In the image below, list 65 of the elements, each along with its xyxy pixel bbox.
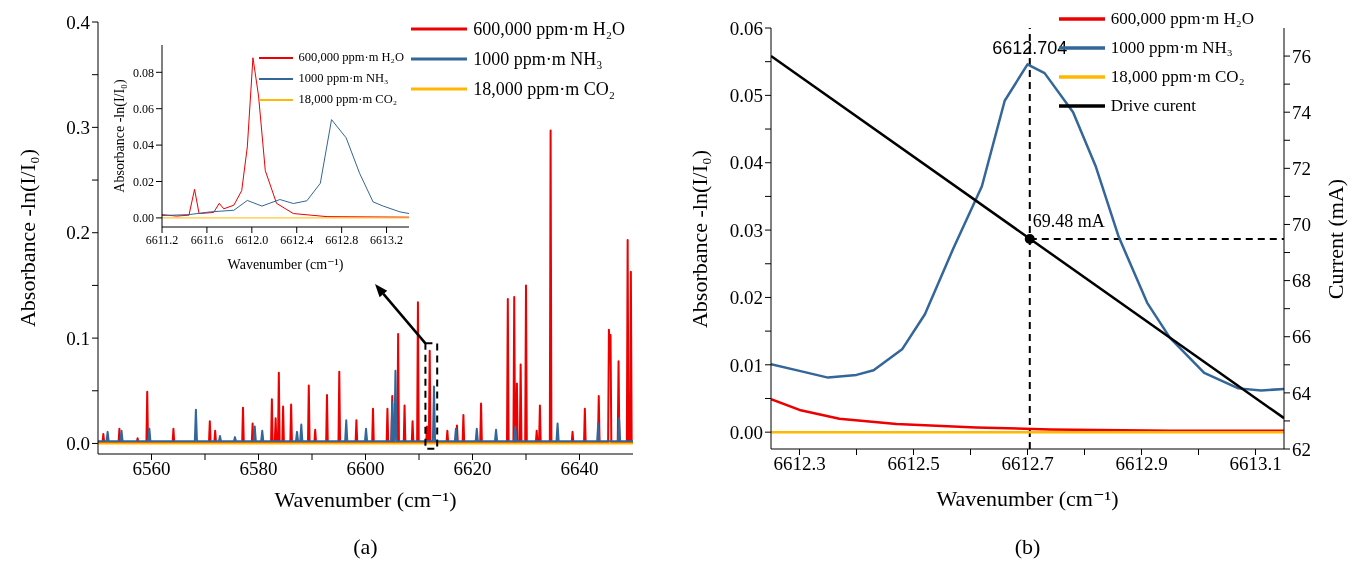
x-axis-title: Wavenumber (cm⁻¹): [936, 485, 1119, 512]
y-tick-label: 0.04: [133, 138, 154, 153]
x-tick-label: 6640: [560, 458, 599, 480]
y-tick-label: 0.02: [729, 287, 763, 309]
y-tick-label: 0.08: [133, 65, 154, 80]
y-tick-label: 0.3: [66, 117, 90, 139]
y-axis-title: Absorbance -ln(I/I₀): [15, 148, 41, 328]
x-tick-label: 6560: [132, 458, 171, 480]
x-tick-label: 6612.9: [1115, 453, 1168, 475]
x-axis-title: Wavenumber (cm⁻¹): [274, 487, 457, 514]
legend-label: 1000 ppm·m NH₃: [298, 70, 389, 87]
y-tick-label: 0.06: [729, 17, 763, 39]
legend-label: 1000 ppm·m NH₃: [473, 48, 603, 71]
x-tick-label: 6612.7: [1001, 453, 1054, 475]
y2-tick-label: 62: [1292, 438, 1311, 460]
text: (b): [1013, 534, 1042, 560]
x-tick-label: 6613.2: [370, 232, 404, 247]
legend-label: Drive curent: [1110, 95, 1197, 117]
y-tick-label: 0.04: [729, 152, 764, 174]
x-axis-title: Wavenumber (cm⁻¹): [227, 255, 344, 273]
x-tick-label: 6612.0: [235, 232, 269, 247]
y-tick-label: 0.01: [729, 354, 763, 376]
y-tick-label: 0.00: [133, 211, 154, 226]
y-axis-title: Absorbance -ln(I/I₀): [687, 149, 713, 328]
y2-tick-label: 72: [1292, 158, 1311, 180]
line-series: [771, 397, 1284, 433]
x-tick-label: 6612.8: [325, 232, 359, 247]
legend-label: 18,000 ppm·m CO₂: [473, 78, 615, 101]
legend-label: 600,000 ppm·m H₂O: [298, 49, 404, 66]
y-tick-label: 0.1: [66, 327, 90, 349]
legend-label: 18,000 ppm·m CO₂: [1110, 66, 1245, 88]
y-tick-label: 0.06: [133, 101, 154, 116]
x-tick-label: 6612.5: [887, 453, 940, 475]
text: (a): [352, 534, 379, 560]
x-tick-label: 6613.1: [1229, 453, 1282, 475]
y-tick-label: 0.02: [133, 174, 154, 189]
x-tick-label: 6612.3: [773, 453, 826, 475]
legend-label: 18,000 ppm·m CO₂: [298, 91, 398, 108]
legend-label: 600,000 ppm·m H₂O: [473, 18, 625, 41]
data-label: 69.48 mA: [1032, 211, 1105, 232]
y2-tick-label: 64: [1292, 382, 1312, 404]
y2-axis-title: Current (mA): [1323, 178, 1349, 299]
x-tick-label: 6611.6: [190, 232, 224, 247]
x-tick-label: 6600: [346, 458, 385, 480]
x-tick-label: 6620: [453, 458, 492, 480]
line-series: [162, 119, 409, 217]
x-tick-label: 6580: [239, 458, 278, 480]
y-tick-label: 0.0: [66, 433, 90, 455]
y-tick-label: 0.2: [66, 222, 90, 244]
legend-label: 600,000 ppm·m H₂O: [1110, 8, 1254, 30]
y2-tick-label: 76: [1292, 45, 1311, 67]
y-tick-label: 0.00: [729, 421, 763, 443]
y-tick-label: 0.05: [729, 85, 763, 107]
y2-tick-label: 70: [1292, 214, 1311, 236]
y-tick-label: 0.4: [66, 11, 91, 33]
y2-tick-label: 68: [1292, 270, 1311, 292]
y-axis-title: Absorbance -ln(I/I₀): [112, 79, 128, 193]
y2-tick-label: 74: [1292, 101, 1312, 123]
y-tick-label: 0.03: [729, 219, 763, 241]
annotation: 6612.704: [992, 38, 1068, 59]
x-tick-label: 6611.2: [145, 232, 179, 247]
x-tick-label: 6612.4: [280, 232, 314, 247]
y2-tick-label: 66: [1292, 326, 1311, 348]
legend-label: 1000 ppm·m NH₃: [1110, 37, 1233, 59]
line-series: [98, 369, 633, 443]
